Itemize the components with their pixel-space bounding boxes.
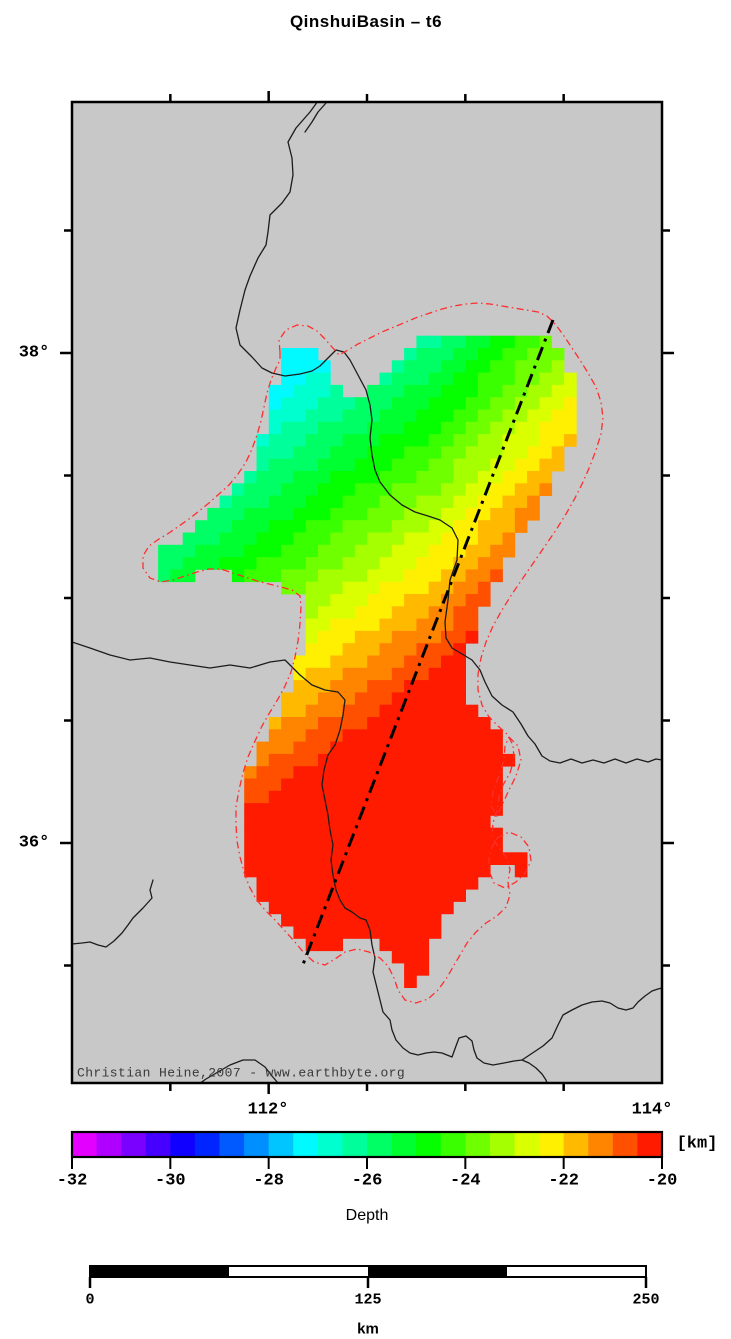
scalebar [88, 1265, 648, 1288]
figure-title: QinshuiBasin – t6 [289, 12, 443, 31]
river-line [72, 879, 154, 948]
map-ticks [60, 91, 674, 1094]
river-line [199, 1059, 279, 1083]
rivers-layer [72, 102, 662, 1083]
river-line [304, 102, 327, 133]
depth-raster-layer [158, 335, 577, 988]
river-line [72, 641, 548, 1083]
colorbar [70, 1130, 664, 1169]
basin-contour [142, 302, 604, 1004]
basin-contour-loop [488, 831, 532, 889]
river-line [235, 102, 662, 764]
river-line [521, 987, 662, 1061]
basin-contour-loop [490, 736, 522, 818]
basin-contour-layer [142, 302, 604, 1004]
